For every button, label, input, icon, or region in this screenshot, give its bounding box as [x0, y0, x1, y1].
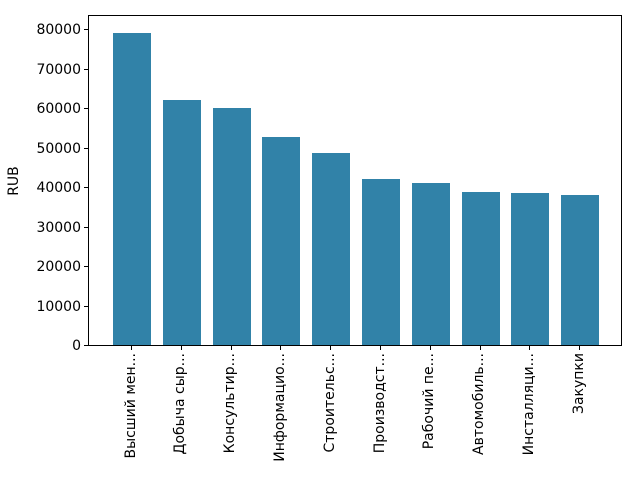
x-tick-label: Производст... — [371, 353, 388, 454]
x-tick-mark — [479, 346, 481, 350]
y-tick-label: 10000 — [36, 298, 81, 315]
y-tick-label: 60000 — [36, 101, 81, 117]
bar — [461, 192, 500, 345]
y-tick-mark — [84, 68, 88, 70]
y-tick-mark — [84, 226, 88, 228]
x-tick-mark — [131, 346, 132, 350]
bar — [262, 136, 301, 345]
x-tick-label: Консультир... — [222, 353, 239, 454]
x-tick-label: Инсталляци... — [520, 353, 537, 456]
bar — [162, 100, 201, 345]
x-tick-label: Высший мен... — [122, 353, 139, 459]
y-tick-label: 70000 — [36, 61, 81, 78]
x-tick-label: Информацио... — [271, 353, 288, 462]
x-tick-mark — [529, 346, 531, 350]
y-tick-label: 30000 — [36, 219, 81, 236]
bar — [411, 183, 450, 345]
bar — [113, 32, 151, 345]
x-tick-mark — [380, 346, 381, 350]
y-tick-label: 80000 — [36, 22, 81, 38]
y-tick-mark — [84, 305, 88, 307]
x-tick-label: Строительс... — [321, 353, 338, 453]
x-tick-label: Закупки — [570, 353, 587, 415]
x-tick-mark — [180, 346, 182, 350]
y-tick-mark — [84, 187, 88, 188]
bar — [362, 179, 400, 345]
y-tick-mark — [84, 29, 88, 30]
x-tick-label: Добыча сыр... — [172, 353, 189, 455]
y-tick-mark — [84, 147, 88, 149]
y-tick-mark — [84, 108, 88, 109]
x-tick-label: Рабочий пе... — [421, 353, 438, 450]
x-tick-mark — [429, 346, 431, 350]
x-tick-mark — [330, 346, 332, 350]
bar — [561, 195, 600, 345]
plot-area — [88, 15, 622, 346]
y-tick-label: 50000 — [36, 140, 81, 157]
bar — [212, 108, 251, 345]
y-tick-mark — [84, 345, 88, 346]
y-tick-label: 20000 — [36, 259, 81, 275]
y-tick-label: 40000 — [36, 180, 81, 196]
x-tick-label: Автомобиль... — [471, 353, 488, 455]
x-tick-mark — [230, 346, 232, 350]
bar — [511, 192, 550, 345]
y-tick-label: 0 — [72, 338, 81, 354]
bar — [312, 153, 351, 345]
x-tick-mark — [280, 346, 282, 350]
y-tick-mark — [84, 266, 88, 267]
x-tick-mark — [579, 346, 581, 350]
